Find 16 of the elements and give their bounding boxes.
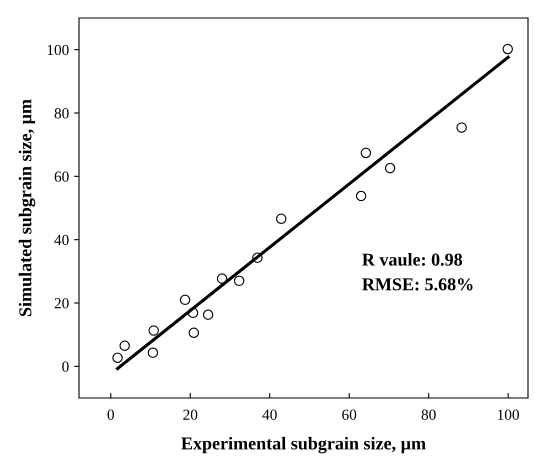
y-tick-label: 0 [62,361,69,372]
x-tick-label: 40 [262,410,277,420]
x-tick-label: 80 [422,410,436,420]
x-tick-label: 60 [342,410,356,420]
annotation: RMSE: 5.68% [362,278,473,290]
y-tick-label: 100 [48,44,69,56]
annotation: R vaule: 0.98 [362,253,462,266]
x-axis-title: Experimental subgrain size, µm [181,436,426,454]
x-tick-label: 20 [183,410,198,420]
y-tick-label: 40 [54,234,69,246]
y-axis-title: Simulated subgrain size, µm [18,99,36,316]
y-tick-label: 20 [54,298,69,308]
y-tick-label: 60 [54,171,69,182]
x-tick-label: 100 [498,410,520,420]
x-tick-label: 0 [108,410,114,420]
y-tick-label: 80 [54,108,69,118]
